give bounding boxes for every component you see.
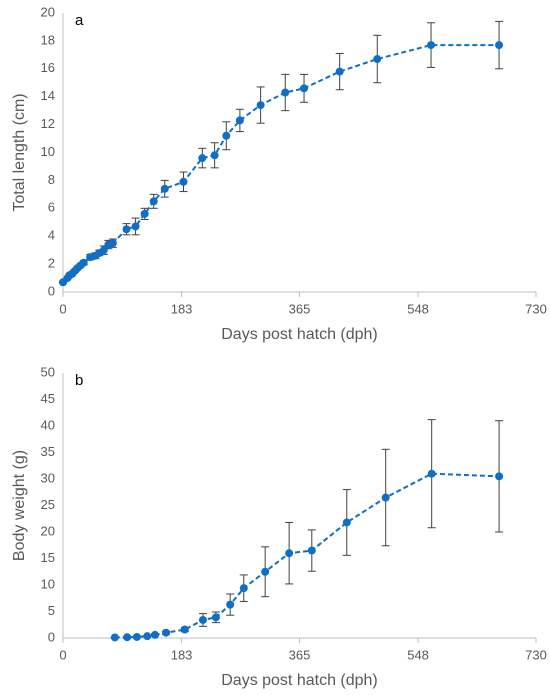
x-tick-label: 548 — [407, 647, 429, 662]
point — [427, 41, 436, 50]
point — [381, 493, 390, 502]
point — [211, 613, 220, 622]
x-tick-label: 0 — [59, 647, 66, 662]
point — [495, 472, 504, 481]
y-tick-label: 35 — [41, 444, 55, 459]
point — [342, 518, 351, 527]
point — [108, 239, 117, 248]
point — [239, 584, 248, 593]
point — [235, 116, 244, 125]
x-tick-label: 548 — [407, 301, 429, 316]
point — [226, 600, 235, 609]
y-tick-label: 4 — [48, 228, 55, 243]
y-tick-label: 40 — [41, 417, 55, 432]
point — [281, 88, 290, 97]
y-tick-label: 6 — [48, 200, 55, 215]
point — [132, 632, 141, 641]
y-tick-label: 50 — [41, 364, 55, 379]
point — [285, 549, 294, 558]
point — [198, 154, 207, 163]
y-tick-label: 0 — [48, 283, 55, 298]
point — [110, 633, 119, 642]
point — [143, 632, 152, 641]
point — [131, 222, 140, 231]
y-tick-label: 5 — [48, 603, 55, 618]
y-tick-label: 25 — [41, 497, 55, 512]
point — [495, 41, 504, 50]
x-tick-label: 365 — [289, 301, 311, 316]
panel-label: a — [75, 12, 84, 29]
point — [335, 67, 344, 76]
x-tick-label: 730 — [525, 647, 547, 662]
y-tick-label: 10 — [41, 576, 55, 591]
x-tick-label: 183 — [171, 647, 193, 662]
point — [149, 197, 158, 206]
point — [427, 469, 436, 478]
point — [210, 151, 219, 160]
series-line — [114, 472, 500, 639]
y-tick-label: 16 — [41, 60, 55, 75]
y-tick-label: 45 — [41, 391, 55, 406]
x-tick-label: 0 — [59, 301, 66, 316]
point — [307, 546, 316, 555]
point — [160, 184, 169, 193]
point — [180, 625, 189, 634]
y-tick-label: 10 — [41, 144, 55, 159]
point — [162, 628, 171, 637]
y-tick-label: 8 — [48, 172, 55, 187]
y-tick-label: 12 — [41, 116, 55, 131]
point — [256, 101, 265, 110]
point — [222, 131, 231, 140]
y-tick-label: 30 — [41, 470, 55, 485]
y-tick-label: 15 — [41, 550, 55, 565]
series-line — [62, 44, 500, 283]
x-tick-label: 730 — [525, 301, 547, 316]
point — [179, 177, 188, 186]
y-tick-label: 14 — [41, 88, 55, 103]
y-tick-label: 2 — [48, 256, 55, 271]
point — [300, 84, 309, 93]
point — [261, 567, 270, 576]
x-tick-label: 183 — [171, 301, 193, 316]
y-tick-label: 20 — [41, 523, 55, 538]
point — [373, 55, 382, 64]
point — [123, 633, 132, 642]
point — [198, 615, 207, 624]
point — [140, 209, 149, 218]
y-tick-label: 18 — [41, 32, 55, 47]
point — [122, 225, 131, 234]
y-tick-label: 20 — [41, 4, 55, 19]
y-axis-title: Body weight (g) — [11, 450, 28, 561]
point — [151, 630, 160, 639]
x-axis-title: Days post hatch (dph) — [221, 672, 378, 689]
point — [79, 258, 88, 267]
x-axis-title: Days post hatch (dph) — [221, 326, 378, 343]
y-axis-title: Total length (cm) — [11, 93, 28, 211]
panel-label: b — [75, 372, 83, 389]
point — [99, 246, 108, 255]
y-tick-label: 0 — [48, 629, 55, 644]
x-tick-label: 365 — [289, 647, 311, 662]
